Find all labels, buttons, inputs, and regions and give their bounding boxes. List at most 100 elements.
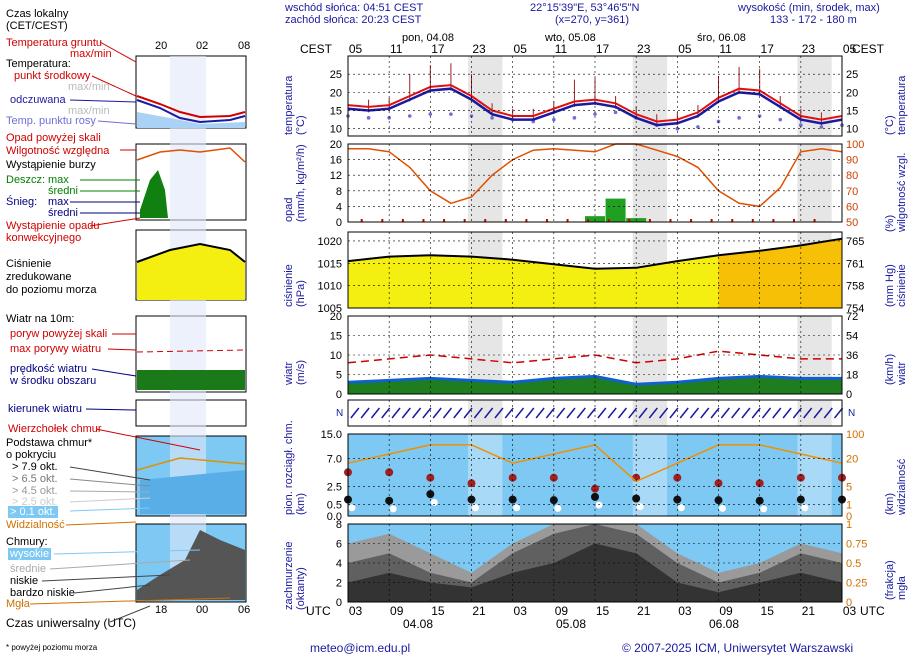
wind-arrow-31 xyxy=(556,407,566,419)
footer-copyright: © 2007-2025 ICM, Uniwersytet Warszawski xyxy=(622,641,854,655)
legend-snow: Śnieg: xyxy=(6,196,38,208)
legend-minmax: max/min xyxy=(68,81,110,93)
legend-opad-above: Opad powyżej skali xyxy=(6,132,101,144)
legend-wind-dir: kierunek wiatru xyxy=(8,403,82,415)
utc-right-label: UTC xyxy=(860,604,885,618)
legend-low: niskie xyxy=(10,575,39,587)
wind-arrow-1 xyxy=(350,407,360,419)
night-band-4-0 xyxy=(468,400,503,426)
legend-high-label: wysokie xyxy=(8,548,52,560)
utc-tick-8: 03 xyxy=(678,604,692,618)
fog-ytick-1: 0.25 xyxy=(846,578,867,590)
legend-felt: odczuwana xyxy=(10,94,66,106)
dew-point-13 xyxy=(613,110,618,115)
legend-top-tick-3: 08 xyxy=(238,40,251,52)
cover-ytick-l-3: 6 xyxy=(336,539,342,551)
wind-arrow-61 xyxy=(761,407,772,419)
wind-arrow-7 xyxy=(391,407,401,419)
wind-arrow-8.5 xyxy=(401,407,411,419)
legend-okt4: > 2.5 okt. xyxy=(12,496,58,508)
legend-okt5: > 0.1 okt. xyxy=(8,506,58,518)
night-band-4-1 xyxy=(632,400,668,426)
axis-wind-right: (km/h) wiatr xyxy=(884,353,908,385)
axis-wind-left: wiatr (m/s) xyxy=(283,359,307,385)
wind-arrow-55 xyxy=(720,407,730,419)
wind-arrow-43 xyxy=(638,407,648,419)
legend-okt3: > 4.5 okt. xyxy=(12,485,58,497)
axis-press-left: ciśnienie (hPa) xyxy=(283,264,307,307)
cloud-low-4 xyxy=(513,504,521,512)
panel-frame-0 xyxy=(347,55,843,137)
cest-tick-6: 17 xyxy=(595,42,610,56)
legend-snow-mean: średni xyxy=(48,207,78,219)
legend-bottom-tick-2: 00 xyxy=(196,604,209,616)
mini-wind-area xyxy=(137,370,245,390)
cloud-ytick-l-4: 15.0 xyxy=(321,429,342,441)
legend-wind10: Wiatr na 10m: xyxy=(6,313,75,325)
legend-rain: Deszcz: xyxy=(6,174,46,186)
press-ytick-r-1: 758 xyxy=(846,281,864,293)
humidity-ytick-5: 100 xyxy=(846,139,864,151)
legend-midpoint: punkt środkowy xyxy=(14,70,91,82)
utc-tick-4: 03 xyxy=(513,604,527,618)
temp-ytick-l-2: 20 xyxy=(330,87,342,99)
wind-ytick-r-1: 18 xyxy=(846,370,858,382)
legend-local-time: Czas lokalny (CET/CEST) xyxy=(6,8,69,32)
day-bottom-3: 06.08 xyxy=(709,617,740,631)
cloud-low-3 xyxy=(472,504,479,512)
cest-right-label: CEST xyxy=(852,42,885,56)
temp-ytick-l-3: 25 xyxy=(330,69,342,81)
wind-ytick-r-4: 72 xyxy=(846,311,858,323)
wind-arrow-37 xyxy=(597,407,607,419)
cloud-ytick-l-0: 0.0 xyxy=(327,511,342,523)
day-label-3: śro, 06.08 xyxy=(697,32,746,44)
wind-arrow-20.5 xyxy=(484,407,494,419)
cloud-low-2 xyxy=(430,498,438,506)
wind-arrow-53.5 xyxy=(710,407,720,419)
sunset-text: zachód słońca: 20:23 CEST xyxy=(285,14,422,26)
cest-tick-0: 05 xyxy=(348,42,363,56)
legend-snow-max: max xyxy=(48,196,69,208)
press-ytick-l-0: 1005 xyxy=(318,303,342,315)
fog-ytick-2: 0.5 xyxy=(846,558,861,570)
cloud-low-11 xyxy=(801,504,809,512)
legend-okt1: > 7.9 okt. xyxy=(12,461,58,473)
legend-ground-sub: max/min xyxy=(70,48,112,60)
wind-arrow-40 xyxy=(617,407,628,419)
utc-tick-9: 09 xyxy=(719,604,733,618)
dir-n-right: N xyxy=(848,408,855,419)
legend-humidity: Wilgotność względna xyxy=(6,145,110,157)
legend-dew-point: Temp. punktu rosy xyxy=(6,115,96,127)
wind-arrow-5.5 xyxy=(381,407,391,419)
legend-felt-minmax: max/min xyxy=(68,105,110,117)
temp-ytick-l-0: 10 xyxy=(330,124,342,136)
footer-email[interactable]: meteo@icm.edu.pl xyxy=(310,641,411,655)
utc-left-label: UTC xyxy=(306,604,331,618)
precip-ytick-l-5: 20 xyxy=(330,139,342,151)
dew-point-23 xyxy=(819,125,824,129)
wind-arrow-2.5 xyxy=(360,407,370,419)
height-title: wysokość (min, środek, max) xyxy=(738,2,880,14)
utc-tick-6: 15 xyxy=(595,604,610,618)
panel-frame-5 xyxy=(347,433,843,517)
mini-felt-line xyxy=(136,99,246,124)
legend-cloud-base: Podstawa chmur* xyxy=(6,437,93,449)
wind-arrow-35.5 xyxy=(586,407,597,419)
cloud-top-2 xyxy=(426,473,435,482)
cest-tick-7: 23 xyxy=(637,42,651,56)
day-label-1: pon, 04.08 xyxy=(402,32,454,44)
wind-arrow-68.5 xyxy=(813,407,823,419)
humidity-ytick-0: 50 xyxy=(846,217,858,229)
cloud-low-0 xyxy=(348,504,356,512)
legend-area-mid: w środku obszaru xyxy=(10,375,97,387)
wind-ytick-r-0: 0 xyxy=(846,389,852,401)
felt-line xyxy=(347,87,843,127)
cover-ytick-l-1: 2 xyxy=(336,578,342,590)
press-ytick-l-2: 1015 xyxy=(318,258,342,270)
utc-tick-10: 15 xyxy=(760,604,774,618)
cloud-ytick-l-3: 7.0 xyxy=(327,454,342,466)
axis-precip-right: (%) wilgotność wzgl. xyxy=(884,152,908,232)
cloud-top-10 xyxy=(755,479,764,488)
cloud-low-10 xyxy=(760,505,768,513)
legend-wind-speed: prędkość wiatru xyxy=(10,363,88,375)
